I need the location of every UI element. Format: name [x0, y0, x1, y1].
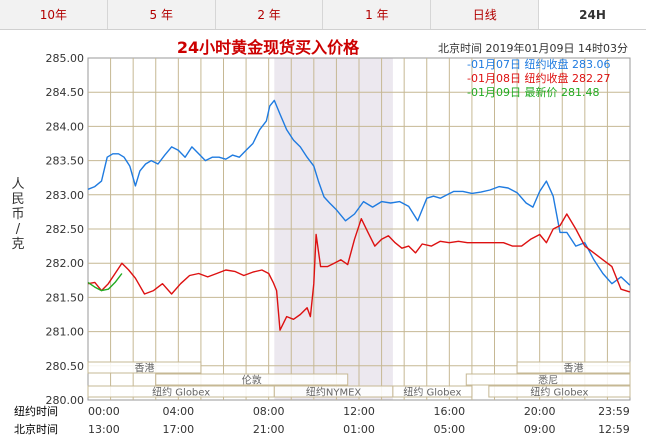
market-session-label: 纽约NYMEX [306, 386, 362, 399]
market-session-label: 伦敦 [242, 374, 262, 387]
x-axis-ny-label: 纽约时间 [14, 404, 58, 418]
x-tick-bj: 13:00 [88, 423, 120, 436]
x-tick-bj: 01:00 [343, 423, 375, 436]
tab-5-year[interactable]: 5 年 [108, 0, 216, 29]
x-tick-ny: 16:00 [433, 405, 465, 418]
y-axis-label-char: 民 [11, 192, 24, 207]
y-axis-label-char: / [16, 222, 21, 237]
y-axis-label-char: 克 [11, 237, 24, 252]
series-line-jan07 [87, 99, 631, 286]
chart-grid [87, 57, 631, 401]
tab-daily[interactable]: 日线 [431, 0, 540, 29]
market-session-label: 悉尼 [538, 375, 558, 387]
y-axis-label-char: 人 [11, 177, 24, 192]
tab-24h[interactable]: 24H [539, 0, 646, 29]
x-tick-ny: 04:00 [162, 405, 194, 418]
market-session-label: 纽约 Globex [152, 386, 210, 399]
x-axis-bj-label: 北京时间 [14, 422, 58, 436]
y-tick-label: 281.50 [46, 291, 85, 304]
market-session-box [392, 385, 473, 398]
market-session-label: 香港 [564, 363, 584, 375]
y-tick-label: 284.50 [46, 86, 85, 99]
y-tick-label: 282.50 [46, 223, 85, 236]
market-session-label: 香港 [134, 363, 154, 375]
x-tick-bj: 21:00 [253, 423, 285, 436]
series-line-jan08 [87, 213, 631, 331]
y-tick-label: 284.00 [46, 120, 85, 133]
y-tick-label: 280.00 [46, 394, 85, 407]
y-tick-label: 281.00 [46, 326, 85, 339]
y-tick-label: 280.50 [46, 360, 85, 373]
x-tick-ny: 08:00 [253, 405, 285, 418]
y-axis-label-char: 币 [11, 207, 24, 222]
x-tick-ny: 23:59 [598, 405, 630, 418]
legend-jan08: -01月08日 纽约收盘 282.27 [467, 71, 610, 85]
x-tick-bj: 12:59 [598, 423, 630, 436]
chart-series [87, 99, 631, 331]
x-tick-bj: 09:00 [524, 423, 556, 436]
tab-2-year[interactable]: 2 年 [216, 0, 324, 29]
market-session-box [516, 361, 631, 374]
legend-jan07: -01月07日 纽约收盘 283.06 [467, 57, 610, 71]
market-session-box [465, 373, 631, 386]
x-tick-bj: 17:00 [162, 423, 194, 436]
chart-title: 24小时黄金现货买入价格 [177, 38, 360, 57]
y-tick-label: 282.00 [46, 257, 85, 270]
x-tick-ny: 00:00 [88, 405, 120, 418]
legend-jan09: -01月09日 最新价 281.48 [467, 85, 599, 99]
chart-labels: 24小时黄金现货买入价格 北京时间 2019年01月09日 14时03分 -01… [11, 38, 629, 436]
x-tick-ny: 20:00 [524, 405, 556, 418]
y-tick-label: 283.50 [46, 155, 85, 168]
series-line-jan09 [87, 273, 123, 292]
market-session-label: 纽约 Globex [403, 386, 461, 399]
x-tick-ny: 12:00 [343, 405, 375, 418]
y-tick-label: 285.00 [46, 52, 85, 65]
market-session-box [87, 361, 202, 374]
x-tick-bj: 05:00 [433, 423, 465, 436]
time-range-tabs: 10年 5 年 2 年 1 年 日线 24H [0, 0, 646, 30]
y-axis-label: 人民币/克 [11, 177, 24, 252]
market-session-label: 纽约 Globex [530, 386, 588, 399]
chart-timestamp: 北京时间 2019年01月09日 14时03分 [438, 41, 628, 55]
tab-10-year[interactable]: 10年 [0, 0, 108, 29]
y-tick-label: 283.00 [46, 189, 85, 202]
market-session-box [155, 373, 349, 386]
market-session-box [488, 385, 631, 398]
tab-1-year[interactable]: 1 年 [323, 0, 432, 29]
